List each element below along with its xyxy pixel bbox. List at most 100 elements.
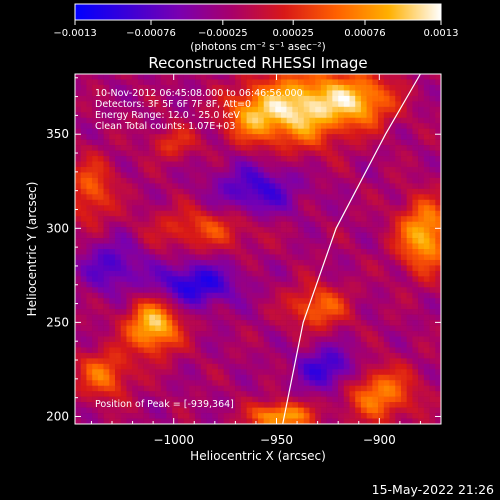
heatmap-cell [189, 347, 196, 354]
heatmap-cell [189, 314, 196, 321]
heatmap-cell [366, 199, 373, 206]
heatmap-cell [395, 281, 402, 288]
heatmap-cell [349, 314, 356, 321]
heatmap-cell [80, 227, 87, 233]
heatmap-cell [298, 177, 305, 184]
heatmap-cell [149, 341, 156, 348]
heatmap-cell [223, 347, 230, 354]
heatmap-cell [223, 139, 230, 146]
heatmap-cell [252, 281, 259, 288]
heatmap-cell [252, 90, 259, 97]
heatmap-cell [320, 183, 327, 190]
heatmap-cell [406, 413, 413, 419]
heatmap-cell [223, 232, 230, 239]
heatmap-cell [223, 172, 230, 179]
heatmap-cell [389, 336, 396, 343]
heatmap-cell [383, 352, 390, 359]
heatmap-cell [286, 166, 293, 173]
heatmap-cell [126, 418, 133, 425]
heatmap-cell [366, 156, 373, 162]
heatmap-cell [406, 74, 413, 80]
heatmap-cell [126, 156, 133, 162]
heatmap-cell [126, 95, 133, 102]
heatmap-cell [332, 292, 339, 299]
heatmap-cell [349, 358, 356, 365]
heatmap-cell [338, 194, 345, 201]
heatmap-cell [412, 352, 419, 359]
heatmap-cell [332, 369, 339, 376]
heatmap-cell [223, 156, 230, 162]
heatmap-cell [177, 84, 184, 91]
heatmap-cell [229, 259, 236, 266]
heatmap-cell [406, 292, 413, 299]
heatmap-cell [338, 402, 345, 408]
heatmap-cell [303, 166, 310, 173]
heatmap-cell [183, 243, 190, 250]
heatmap-cell [229, 358, 236, 365]
heatmap-cell [86, 123, 93, 129]
heatmap-cell [92, 402, 99, 408]
heatmap-cell [372, 128, 379, 135]
heatmap-cell [423, 156, 430, 162]
heatmap-cell [309, 238, 316, 244]
heatmap-cell [343, 292, 350, 299]
heatmap-cell [400, 374, 407, 381]
heatmap-cell [269, 369, 276, 376]
heatmap-cell [200, 166, 207, 173]
heatmap-cell [429, 243, 436, 250]
heatmap-cell [103, 369, 110, 376]
heatmap-cell [126, 79, 133, 86]
heatmap-cell [429, 84, 436, 91]
heatmap-cell [75, 336, 82, 343]
heatmap-cell [223, 84, 230, 91]
heatmap-cell [280, 314, 287, 321]
heatmap-cell [286, 331, 293, 337]
heatmap-cell [435, 396, 442, 403]
heatmap-cell [109, 243, 116, 250]
heatmap-cell [263, 79, 270, 86]
heatmap-cell [252, 292, 259, 299]
heatmap-cell [338, 303, 345, 310]
heatmap-cell [423, 84, 430, 91]
heatmap-cell [97, 314, 104, 321]
heatmap-cell [292, 402, 299, 408]
heatmap-cell [258, 309, 265, 315]
heatmap-cell [275, 380, 282, 387]
heatmap-cell [143, 325, 150, 332]
heatmap-cell [252, 309, 259, 315]
heatmap-cell [229, 112, 236, 119]
heatmap-cell [177, 145, 184, 151]
heatmap-cell [206, 145, 213, 151]
heatmap-cell [315, 303, 322, 310]
heatmap-cell [200, 298, 207, 304]
heatmap-cell [212, 287, 219, 294]
heatmap-cell [315, 166, 322, 173]
heatmap-cell [298, 216, 305, 222]
heatmap-cell [372, 309, 379, 315]
heatmap-cell [235, 172, 242, 179]
heatmap-cell [332, 358, 339, 365]
heatmap-cell [252, 391, 259, 397]
heatmap-cell [80, 243, 87, 250]
heatmap-cell [275, 287, 282, 294]
heatmap-cell [120, 243, 127, 250]
heatmap-cell [246, 172, 253, 179]
heatmap-cell [80, 90, 87, 97]
heatmap-cell [149, 402, 156, 408]
heatmap-cell [223, 150, 230, 157]
heatmap-cell [86, 166, 93, 173]
heatmap-cell [355, 243, 362, 250]
heatmap-cell [355, 177, 362, 184]
heatmap-cell [286, 396, 293, 403]
heatmap-cell [315, 210, 322, 217]
heatmap-cell [92, 276, 99, 283]
heatmap-cell [280, 172, 287, 179]
heatmap-cell [406, 363, 413, 370]
heatmap-cell [418, 221, 425, 228]
heatmap-cell [240, 139, 247, 146]
heatmap-cell [252, 117, 259, 124]
heatmap-cell [423, 380, 430, 387]
heatmap-cell [97, 336, 104, 343]
heatmap-cell [97, 95, 104, 102]
heatmap-cell [275, 303, 282, 310]
